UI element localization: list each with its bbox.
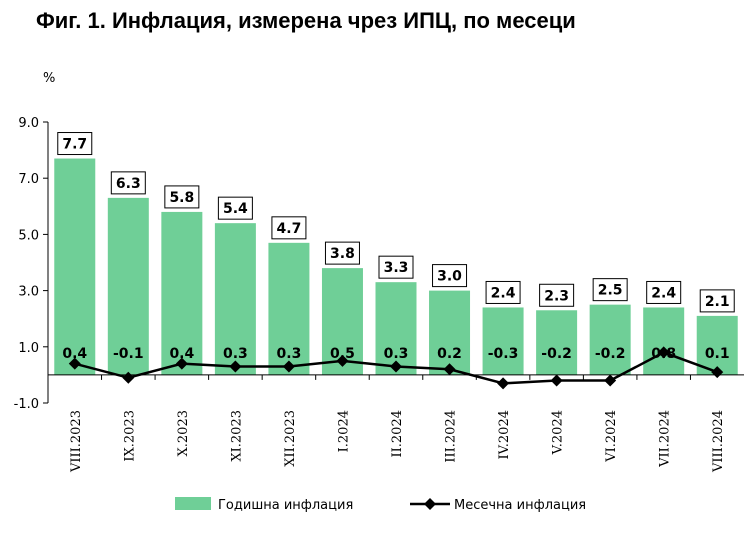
chart-title: Фиг. 1. Инфлация, измерена чрез ИПЦ, по … bbox=[36, 8, 576, 33]
legend-swatch-annual bbox=[175, 497, 211, 510]
y-tick-label: 9.0 bbox=[18, 116, 39, 131]
x-category-label: II.2024 bbox=[390, 410, 405, 458]
x-category-label: VIII.2024 bbox=[711, 410, 726, 473]
bar-value-box bbox=[485, 280, 521, 304]
monthly-value-label: -0.3 bbox=[488, 346, 519, 362]
x-category-label: XI.2023 bbox=[229, 410, 244, 462]
monthly-value-label: 0.4 bbox=[169, 346, 194, 362]
monthly-inflation-point bbox=[604, 374, 617, 387]
y-tick-label: 5.0 bbox=[18, 228, 39, 243]
bar-value-label: 2.4 bbox=[491, 285, 516, 301]
x-category-label: IX.2023 bbox=[122, 410, 137, 462]
bar-value-label: 5.4 bbox=[223, 201, 248, 217]
bar-annual-inflation bbox=[643, 307, 685, 375]
legend-label-annual: Годишна инфлация bbox=[218, 498, 353, 513]
bar-value-label: 4.7 bbox=[277, 221, 302, 237]
y-tick-label: 1.0 bbox=[18, 341, 39, 356]
monthly-inflation-point bbox=[122, 371, 135, 384]
x-category-label: X.2023 bbox=[176, 410, 191, 456]
legend-marker-monthly bbox=[424, 498, 436, 510]
bar-value-box bbox=[217, 196, 253, 220]
monthly-inflation-point bbox=[336, 354, 349, 367]
bar-value-box bbox=[378, 255, 414, 279]
x-category-label: VII.2024 bbox=[658, 410, 673, 468]
bar-value-label: 7.7 bbox=[62, 137, 87, 153]
bar-value-box bbox=[110, 171, 146, 195]
monthly-value-label: 0.3 bbox=[277, 346, 302, 362]
monthly-inflation-point bbox=[497, 377, 510, 390]
bar-value-label: 3.3 bbox=[384, 260, 409, 276]
x-category-label: IV.2024 bbox=[497, 410, 512, 459]
monthly-value-label: 0.5 bbox=[330, 346, 355, 362]
y-tick-label: -1.0 bbox=[14, 397, 39, 412]
bar-value-box bbox=[164, 185, 200, 209]
monthly-inflation-point bbox=[282, 360, 295, 373]
monthly-inflation-point bbox=[711, 366, 724, 379]
bar-value-label: 2.4 bbox=[651, 285, 676, 301]
monthly-inflation-point bbox=[229, 360, 242, 373]
bar-value-label: 6.3 bbox=[116, 176, 141, 192]
monthly-value-label: -0.2 bbox=[595, 346, 626, 362]
monthly-inflation-point bbox=[657, 346, 670, 359]
monthly-value-label: 0.3 bbox=[223, 346, 248, 362]
bar-annual-inflation bbox=[375, 282, 417, 375]
x-category-label: XII.2023 bbox=[283, 410, 298, 467]
bar-annual-inflation bbox=[482, 307, 524, 375]
bar-value-box bbox=[592, 278, 628, 302]
bar-value-box bbox=[646, 280, 682, 304]
y-axis-unit: % bbox=[43, 71, 55, 86]
legend-label-monthly: Месечна инфлация bbox=[454, 498, 586, 513]
bar-value-label: 2.5 bbox=[598, 283, 623, 299]
bar-annual-inflation bbox=[161, 211, 203, 375]
monthly-inflation-point bbox=[68, 357, 81, 370]
monthly-value-label: 0.3 bbox=[384, 346, 409, 362]
monthly-value-label: -0.2 bbox=[541, 346, 572, 362]
bar-value-label: 5.8 bbox=[169, 190, 194, 206]
bar-value-box bbox=[539, 283, 575, 307]
bar-value-label: 3.8 bbox=[330, 246, 355, 262]
bar-annual-inflation bbox=[268, 242, 310, 375]
x-category-label: III.2024 bbox=[444, 410, 459, 463]
bar-value-label: 2.1 bbox=[705, 294, 730, 310]
bar-value-box bbox=[271, 216, 307, 240]
bar-value-box bbox=[324, 241, 360, 265]
bar-value-box bbox=[699, 289, 735, 313]
bar-annual-inflation bbox=[589, 304, 631, 375]
bar-annual-inflation bbox=[107, 197, 149, 375]
monthly-value-label: -0.1 bbox=[113, 346, 144, 362]
x-category-label: VIII.2023 bbox=[69, 410, 84, 473]
bar-value-box bbox=[432, 264, 468, 288]
bar-annual-inflation bbox=[696, 315, 738, 375]
bar-annual-inflation bbox=[54, 158, 96, 375]
bar-annual-inflation bbox=[536, 310, 578, 375]
bar-annual-inflation bbox=[214, 223, 256, 375]
y-tick-label: 7.0 bbox=[18, 172, 39, 187]
monthly-inflation-point bbox=[550, 374, 563, 387]
x-category-label: V.2024 bbox=[551, 410, 566, 455]
monthly-value-label: 0.2 bbox=[437, 346, 462, 362]
monthly-inflation-point bbox=[443, 363, 456, 376]
monthly-value-label: 0.1 bbox=[705, 346, 730, 362]
monthly-inflation-point bbox=[390, 360, 402, 373]
x-category-label: VI.2024 bbox=[604, 410, 619, 463]
monthly-value-label: 0.8 bbox=[651, 346, 676, 362]
bar-value-box bbox=[57, 132, 93, 156]
bar-value-label: 3.0 bbox=[437, 269, 462, 285]
monthly-value-label: 0.4 bbox=[62, 346, 87, 362]
monthly-inflation-point bbox=[175, 357, 188, 370]
bar-value-label: 2.3 bbox=[544, 288, 569, 304]
bar-annual-inflation bbox=[429, 290, 471, 375]
y-tick-label: 3.0 bbox=[18, 285, 39, 300]
x-category-label: I.2024 bbox=[336, 410, 351, 452]
